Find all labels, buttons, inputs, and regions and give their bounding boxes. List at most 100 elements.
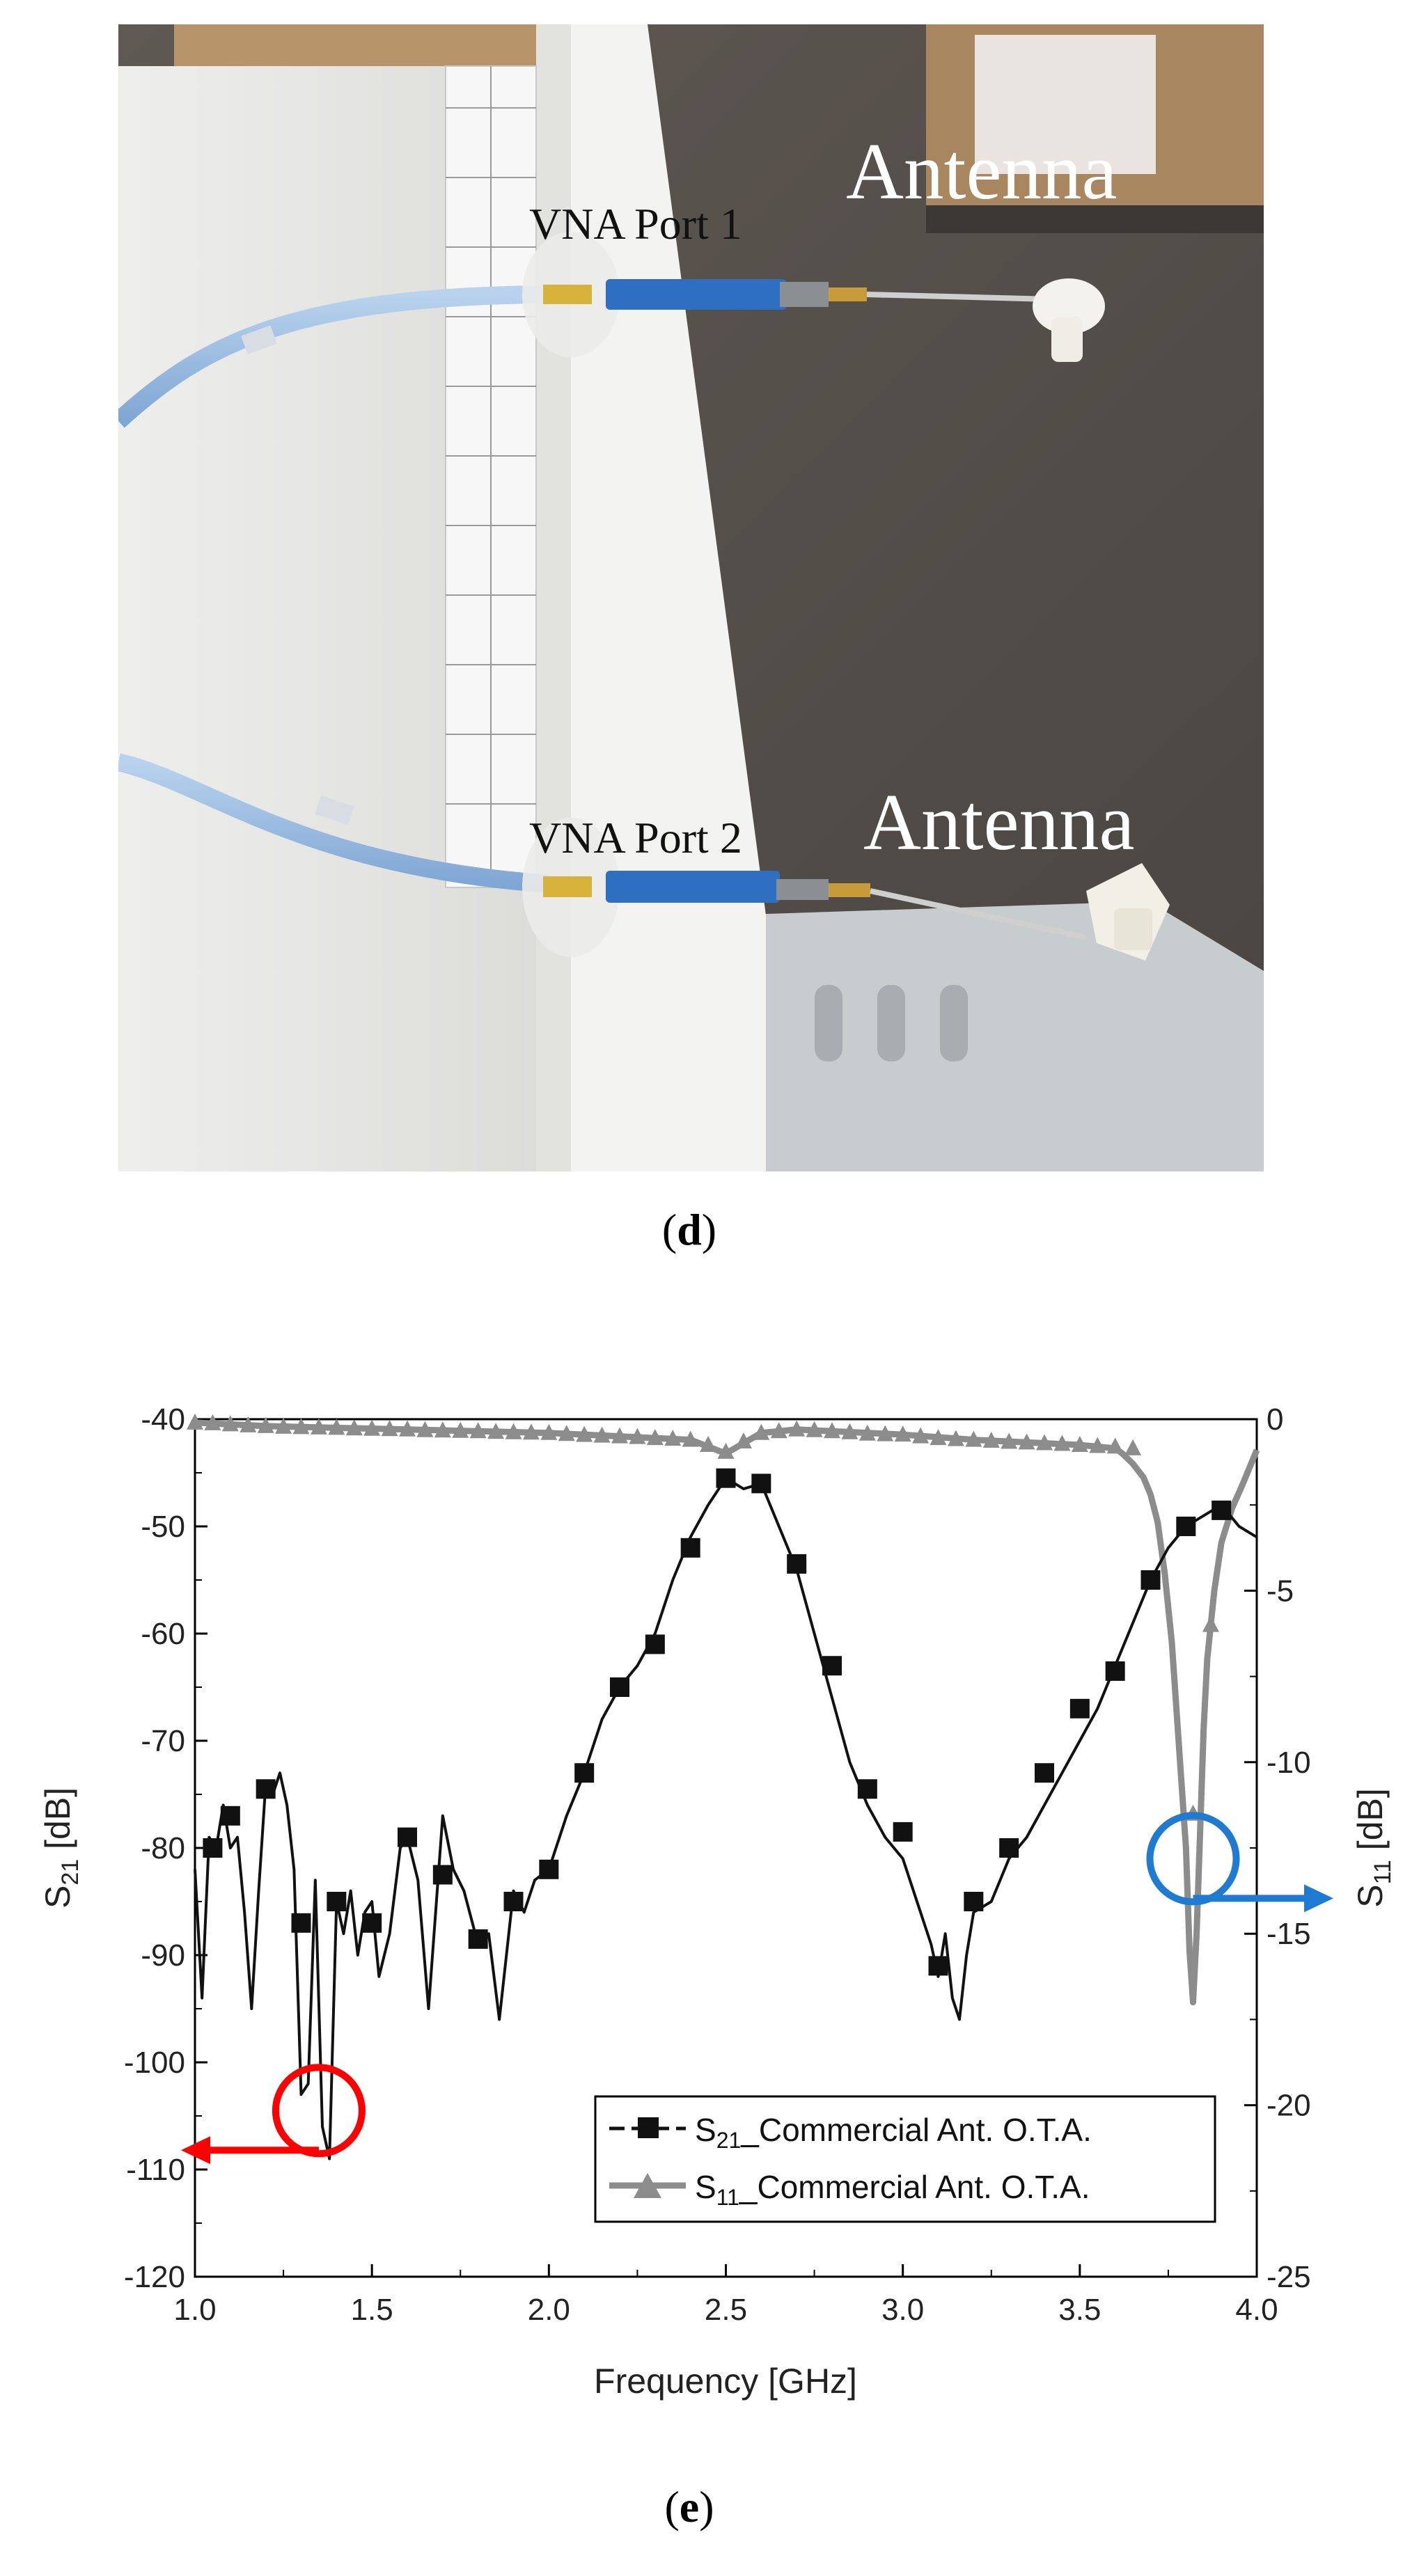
s21-marker [1212, 1500, 1232, 1520]
s11-marker [806, 1421, 823, 1437]
s11-marker [257, 1416, 274, 1433]
s21-marker [327, 1892, 347, 1911]
legend: S21_Commercial Ant. O.T.A. S11_Commercia… [594, 2095, 1216, 2223]
s11-marker [240, 1416, 257, 1432]
s21-marker [928, 1956, 948, 1976]
s11-marker [452, 1421, 469, 1438]
x-tick-label: 2.0 [528, 2293, 570, 2327]
s11-marker [328, 1419, 345, 1435]
caption-d-letter: d [677, 1205, 702, 1254]
s11-marker [894, 1425, 911, 1442]
s21-marker [432, 1865, 453, 1885]
y-right-tick-label: 0 [1267, 1402, 1283, 1437]
legend-s11-marker [634, 2173, 661, 2198]
s11-marker [1018, 1433, 1035, 1450]
s11-marker [1202, 1615, 1219, 1632]
s11-marker [824, 1422, 840, 1439]
y-left-tick-label: -60 [141, 1617, 185, 1651]
annotations [181, 1812, 1333, 2165]
antenna-1 [1033, 278, 1105, 362]
s11-marker [841, 1423, 859, 1439]
setup-photo: VNA Port 1 VNA Port 2 Antenna Antenna [118, 24, 1264, 1171]
x-tick-label: 1.5 [351, 2293, 393, 2327]
s21-marker [1035, 1763, 1054, 1783]
s11-marker [221, 1415, 239, 1432]
s11-marker [611, 1427, 628, 1444]
s21-marker [610, 1677, 629, 1697]
cable-2 [118, 753, 551, 893]
s21-marker [1176, 1517, 1196, 1536]
s21-marker [999, 1838, 1019, 1858]
s11-marker [982, 1432, 1000, 1448]
antenna-label-2: Antenna [863, 778, 1135, 867]
s11-marker [735, 1432, 752, 1449]
legend-s21-rest: _Commercial Ant. O.T.A. [740, 2112, 1092, 2148]
metal-chassis [724, 901, 1264, 1171]
s11-marker [487, 1423, 505, 1439]
s11-marker [877, 1425, 894, 1441]
s21-marker [716, 1468, 736, 1488]
annotation-arrow-head [1304, 1884, 1333, 1913]
s11-marker [345, 1419, 363, 1436]
s11-marker [1089, 1437, 1106, 1453]
s21-marker [539, 1859, 559, 1879]
adapter-1 [606, 279, 787, 310]
legend-box [594, 2095, 1216, 2223]
s11-marker [505, 1423, 522, 1439]
y-right-tick-label: -15 [1267, 1917, 1311, 1951]
s21-line [194, 1476, 1258, 2160]
annotation-arrow-head [181, 2136, 210, 2165]
s11-marker [310, 1418, 327, 1435]
y-right-tick-label: -25 [1267, 2260, 1311, 2294]
s11-marker [434, 1421, 451, 1438]
legend-s21-label: S21_Commercial Ant. O.T.A. [695, 2112, 1092, 2153]
s11-marker [292, 1418, 310, 1435]
legend-s11-rest: _Commercial Ant. O.T.A. [739, 2169, 1090, 2205]
caption-e-open: ( [664, 2482, 680, 2531]
s11-marker [646, 1429, 664, 1446]
legend-s21-sub: 21 [716, 2128, 742, 2153]
caption-d: (d) [620, 1204, 759, 1256]
s11-marker [1036, 1434, 1053, 1451]
s11-marker [204, 1414, 221, 1430]
s11-marker [381, 1420, 398, 1437]
s11-marker [558, 1425, 575, 1441]
s11-marker [1071, 1435, 1088, 1452]
s11-marker [469, 1422, 487, 1439]
caption-d-close: ) [701, 1205, 717, 1254]
s21-marker [220, 1805, 240, 1826]
y-left-tick-label: -80 [141, 1831, 185, 1865]
s11-marker [275, 1417, 292, 1434]
s21-marker [893, 1822, 913, 1842]
s21-marker [362, 1913, 382, 1933]
s11-marker [363, 1419, 381, 1436]
s21-marker [857, 1779, 877, 1799]
vna-port-1-label: VNA Port 1 [529, 199, 742, 248]
s11-marker [965, 1430, 982, 1447]
s21-marker [574, 1763, 595, 1783]
x-tick-label: 1.0 [173, 2293, 216, 2327]
legend-s21-marker [638, 2117, 659, 2138]
annotation-circle [272, 2064, 366, 2158]
x-tick-label: 2.5 [705, 2293, 747, 2327]
y-right-label-sub: 11 [1370, 1860, 1396, 1884]
s11-marker [753, 1423, 770, 1440]
y-right-label-main: S [1351, 1884, 1390, 1907]
x-tick-label: 3.0 [881, 2293, 924, 2327]
y-left-tick-label: -70 [141, 1724, 185, 1758]
y-axis-right-label: S11 [dB] [1351, 1788, 1396, 1908]
y-left-tick-label: -120 [124, 2260, 185, 2294]
s21-marker [291, 1913, 311, 1933]
y-left-tick-label: -100 [124, 2046, 185, 2080]
legend-s11-sub: 11 [716, 2185, 739, 2210]
y-right-tick-label: -20 [1267, 2089, 1311, 2123]
caption-e-close: ) [699, 2482, 714, 2531]
s11-marker [859, 1424, 876, 1441]
s11-marker [717, 1442, 735, 1459]
s11-marker [664, 1430, 682, 1446]
antenna-2 [1086, 863, 1170, 961]
s11-marker [788, 1420, 806, 1437]
s21-series [194, 1468, 1258, 2160]
legend-s11-label: S11_Commercial Ant. O.T.A. [695, 2169, 1090, 2210]
